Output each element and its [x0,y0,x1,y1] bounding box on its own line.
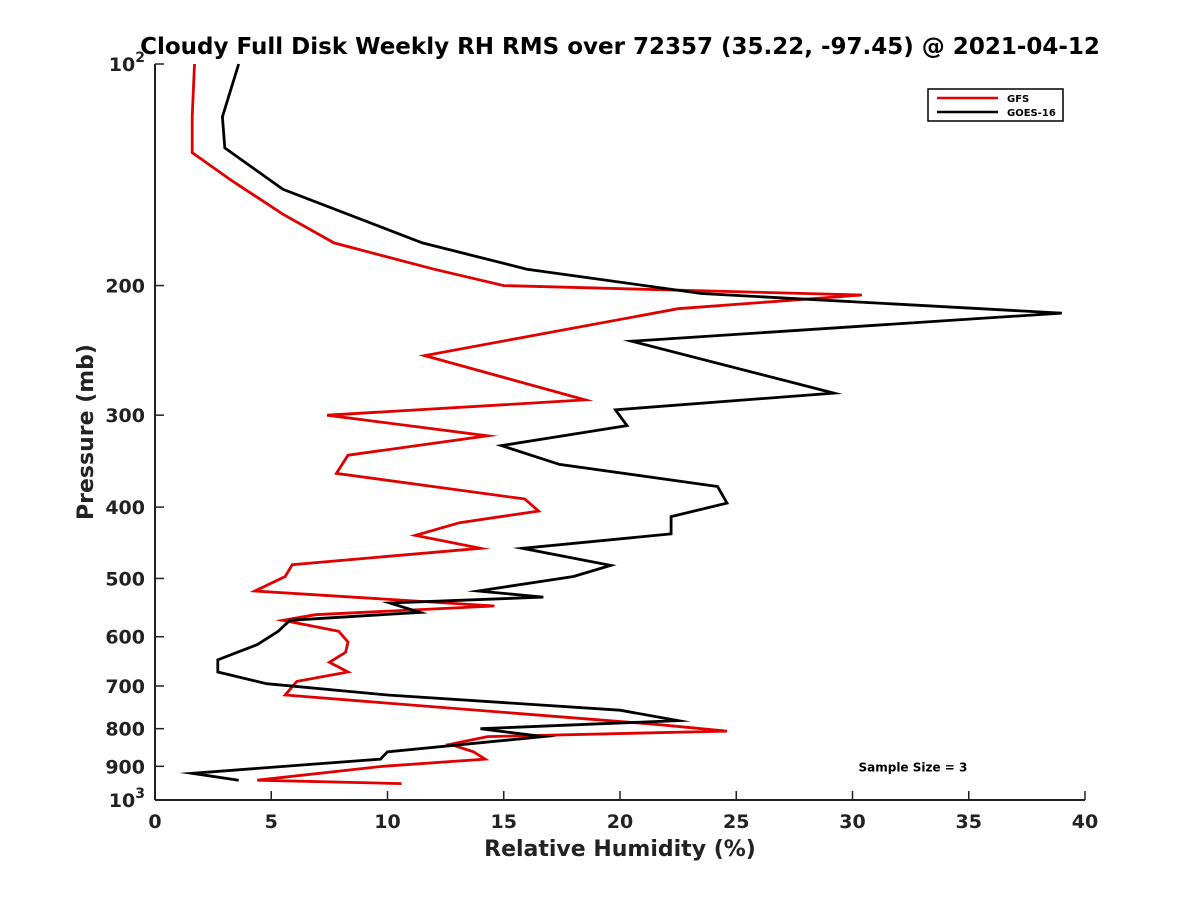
y-tick-exponent: 2 [135,50,145,66]
y-tick-base: 200 [105,276,145,298]
y-tick-label: 103 [109,786,145,812]
y-tick-label: 500 [105,568,145,590]
legend-box [927,88,1064,122]
y-tick-base: 900 [105,756,145,778]
y-tick-label: 200 [105,276,145,298]
y-tick-label: 400 [105,497,145,519]
series-line-goes-16 [179,63,1062,782]
chart-title: Cloudy Full Disk Weekly RH RMS over 7235… [140,34,1100,60]
x-tick-label: 10 [374,811,400,833]
x-tick-label: 15 [491,811,517,833]
y-tick-base: 800 [105,719,145,741]
y-tick-label: 800 [105,719,145,741]
y-tick-label: 300 [105,405,145,427]
y-tick-label: 600 [105,627,145,649]
y-tick-label: 102 [109,50,145,76]
x-tick-label: 35 [956,811,982,833]
x-ticks: 0 5 10 15 20 25 30 35 40 [148,791,1098,833]
x-tick-label: 0 [148,811,161,833]
x-tick-label: 40 [1072,811,1098,833]
y-tick-base: 500 [105,568,145,590]
x-axis-label: Relative Humidity (%) [484,837,756,862]
y-tick-base: 600 [105,627,145,649]
series-layer [179,63,1062,785]
y-tick-base: 700 [105,676,145,698]
legend-label: GFS [1007,94,1029,105]
y-tick-base: 10 [109,790,135,812]
annotations: Sample Size = 3 [858,760,967,774]
legend-label: GOES-16 [1007,108,1056,119]
legend: GFS GOES-16 [927,88,1064,122]
y-tick-base: 400 [105,497,145,519]
sample-size-annotation: Sample Size = 3 [858,760,967,774]
x-tick-label: 25 [723,811,749,833]
y-axis-label: Pressure (mb) [74,344,99,520]
y-tick-label: 700 [105,676,145,698]
x-tick-label: 20 [607,811,633,833]
x-tick-label: 30 [839,811,865,833]
y-tick-exponent: 3 [135,786,145,802]
series-line-gfs [190,63,862,785]
y-tick-base: 10 [109,54,135,76]
y-tick-base: 300 [105,405,145,427]
x-tick-label: 5 [265,811,278,833]
y-tick-label: 900 [105,756,145,778]
